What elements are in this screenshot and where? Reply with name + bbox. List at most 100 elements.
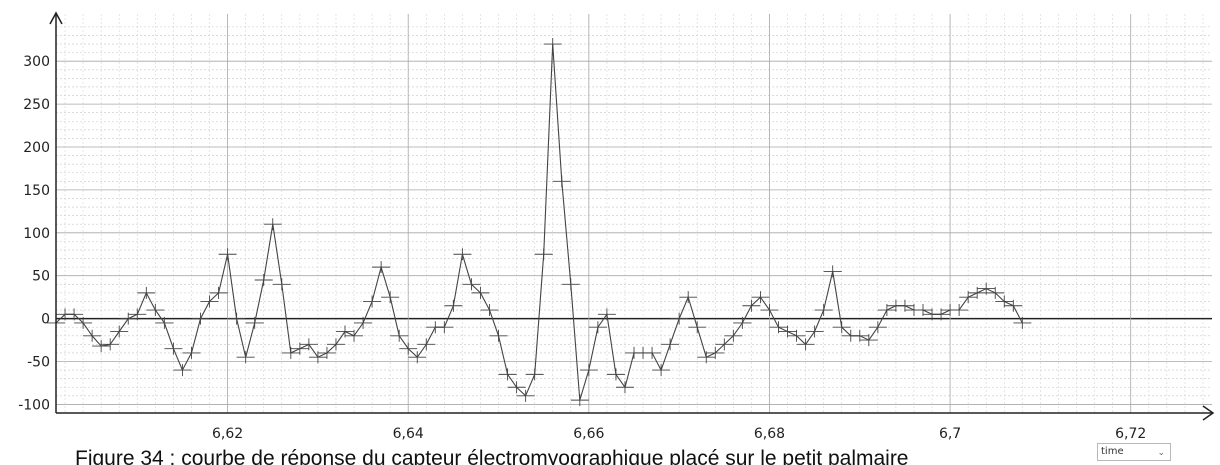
data-point xyxy=(209,286,228,299)
data-point xyxy=(507,381,526,394)
data-point xyxy=(895,299,914,312)
data-point xyxy=(796,338,815,351)
data-point xyxy=(661,338,680,351)
data-point xyxy=(697,351,716,364)
chevron-down-icon: ⌄ xyxy=(1157,448,1165,458)
data-point xyxy=(128,308,147,321)
data-point xyxy=(733,316,752,329)
data-point xyxy=(317,346,336,359)
data-point xyxy=(498,368,517,381)
data-point xyxy=(615,381,634,394)
series-line xyxy=(55,43,1023,401)
data-point xyxy=(643,346,662,359)
data-point xyxy=(778,325,797,338)
x-tick-label: 6,7 xyxy=(939,426,961,442)
data-point xyxy=(354,316,373,329)
data-point xyxy=(227,312,246,325)
data-point xyxy=(950,304,969,317)
figure-caption: Figure 34 : courbe de réponse du capteur… xyxy=(75,446,1075,465)
data-point xyxy=(679,291,698,304)
data-point xyxy=(588,321,607,334)
data-point xyxy=(670,312,689,325)
data-point xyxy=(462,278,481,291)
data-point xyxy=(200,295,219,308)
x-tick-labels: 6,62 6,64 6,66 6,68 6,7 6,72 xyxy=(212,426,1146,442)
data-point xyxy=(65,308,84,321)
data-point xyxy=(516,389,535,402)
y-tick-label: 200 xyxy=(23,140,50,156)
data-point xyxy=(110,325,129,338)
data-point xyxy=(715,338,734,351)
data-point xyxy=(83,329,102,342)
data-point xyxy=(561,278,580,291)
data-point xyxy=(308,351,327,364)
data-point xyxy=(101,338,120,351)
data-point xyxy=(146,304,165,317)
data-point xyxy=(932,308,951,321)
data-point xyxy=(805,325,824,338)
y-tick-label: -100 xyxy=(18,397,50,413)
y-tick-label: 300 xyxy=(23,54,50,70)
time-unit-select-value: time xyxy=(1101,446,1124,457)
data-point xyxy=(390,329,409,342)
data-point xyxy=(372,261,391,274)
data-point xyxy=(281,346,300,359)
data-point xyxy=(471,286,490,299)
data-point xyxy=(408,351,427,364)
data-point xyxy=(245,316,264,329)
data-point xyxy=(173,364,192,377)
data-point xyxy=(760,304,779,317)
data-point xyxy=(480,304,499,317)
data-point xyxy=(787,329,806,342)
data-point xyxy=(155,316,174,329)
data-point xyxy=(814,304,833,317)
data-point xyxy=(1004,299,1023,312)
data-point xyxy=(254,274,273,286)
data-point xyxy=(832,321,851,334)
data-point xyxy=(850,329,869,342)
x-tick-label: 6,68 xyxy=(754,426,785,442)
data-point xyxy=(191,312,210,325)
data-point xyxy=(977,282,996,295)
data-point xyxy=(868,321,887,334)
data-point xyxy=(724,329,743,342)
y-tick-label: -50 xyxy=(27,355,50,371)
data-point xyxy=(823,265,842,278)
data-point xyxy=(751,291,770,304)
data-point xyxy=(299,338,318,351)
x-axis-arrow xyxy=(1202,405,1215,421)
data-point xyxy=(137,286,156,299)
data-point xyxy=(272,278,291,291)
y-tick-label: 150 xyxy=(23,183,50,199)
data-point xyxy=(959,291,978,304)
data-point xyxy=(706,346,725,359)
data-point xyxy=(769,321,788,334)
data-point xyxy=(435,321,454,334)
data-point xyxy=(877,304,896,317)
data-point xyxy=(597,308,616,321)
data-point xyxy=(290,342,309,355)
y-tick-label: 50 xyxy=(32,269,50,285)
y-axis-arrow xyxy=(49,11,63,25)
data-point xyxy=(986,286,1005,299)
data-point xyxy=(444,299,463,312)
y-tick-labels: -100 -50 0 50 100 150 200 250 300 xyxy=(18,54,50,413)
x-tick-label: 6,72 xyxy=(1115,426,1146,442)
x-tick-label: 6,64 xyxy=(393,426,424,442)
data-point xyxy=(995,295,1014,308)
data-point xyxy=(218,248,237,261)
data-point xyxy=(92,340,111,353)
data-point xyxy=(579,364,598,377)
x-tick-label: 6,66 xyxy=(573,426,604,442)
series-emg xyxy=(47,38,1032,407)
data-point xyxy=(525,368,544,381)
data-point xyxy=(399,342,418,355)
data-point xyxy=(363,295,382,308)
data-point xyxy=(742,299,761,312)
data-point xyxy=(489,329,508,342)
data-point xyxy=(182,346,201,359)
time-unit-select[interactable]: time ⌄ xyxy=(1097,443,1171,461)
data-point xyxy=(326,338,345,351)
y-tick-label: 250 xyxy=(23,97,50,113)
